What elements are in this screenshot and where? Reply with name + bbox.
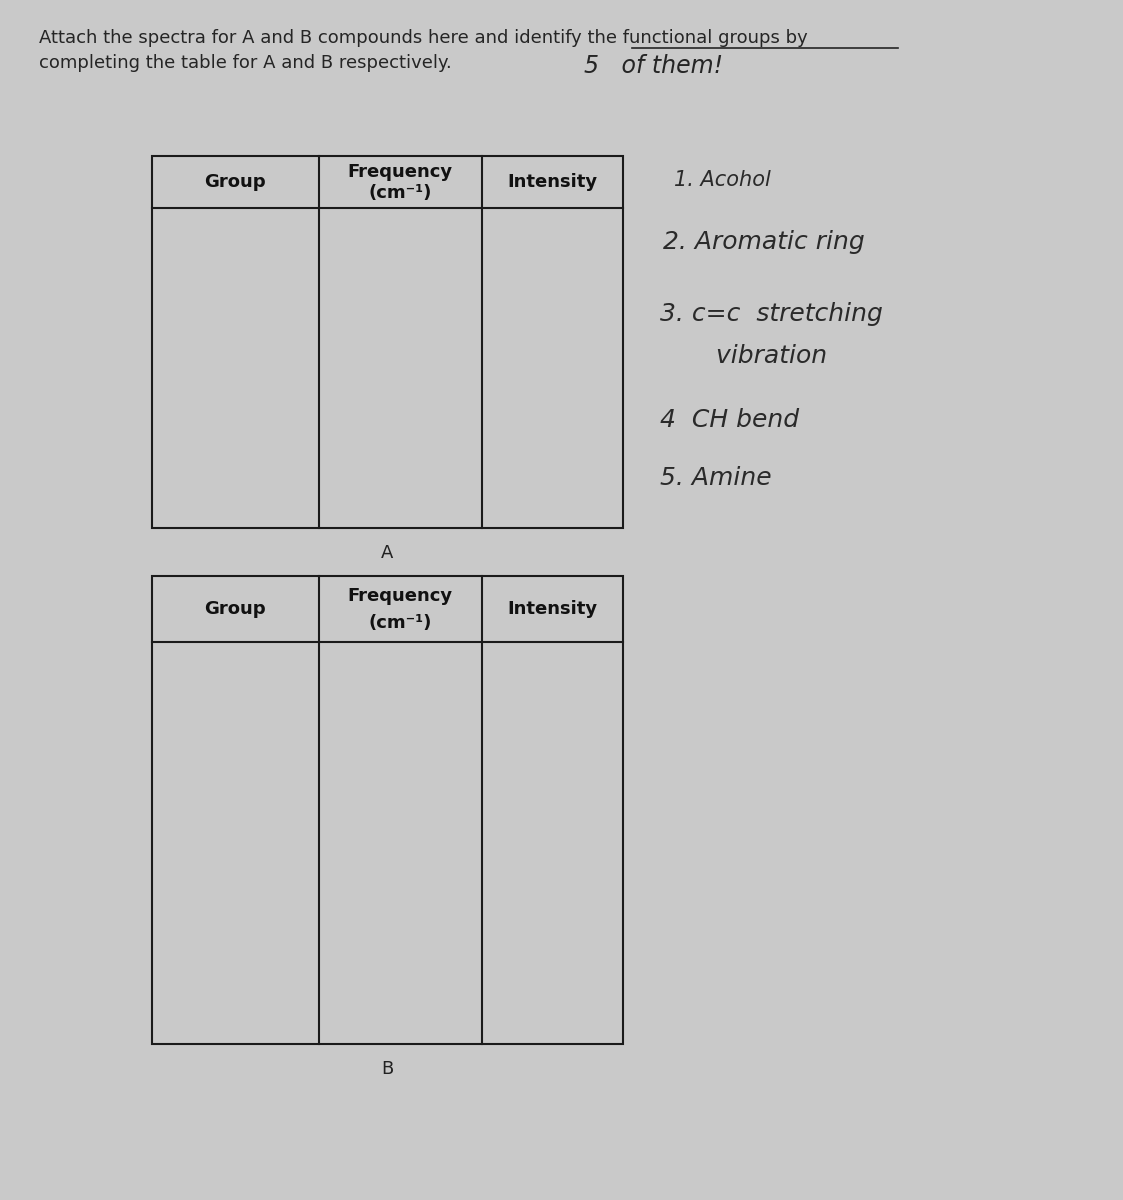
Text: Attach the spectra for A and B compounds here and identify the functional groups: Attach the spectra for A and B compounds… xyxy=(39,29,809,47)
Text: Group: Group xyxy=(204,600,266,618)
Text: vibration: vibration xyxy=(660,344,828,368)
Text: (cm⁻¹): (cm⁻¹) xyxy=(368,185,432,203)
Text: 4  CH bend: 4 CH bend xyxy=(660,408,800,432)
Text: 2. Aromatic ring: 2. Aromatic ring xyxy=(663,230,865,254)
Text: Frequency: Frequency xyxy=(348,163,453,181)
Text: Frequency: Frequency xyxy=(348,587,453,605)
Text: 1. Acohol: 1. Acohol xyxy=(674,170,770,191)
Text: B: B xyxy=(382,1060,393,1078)
Text: 5   of them!: 5 of them! xyxy=(584,54,723,78)
Text: Intensity: Intensity xyxy=(508,173,597,191)
Text: completing the table for A and B respectively.: completing the table for A and B respect… xyxy=(39,54,453,72)
Text: Intensity: Intensity xyxy=(508,600,597,618)
Text: A: A xyxy=(381,544,394,562)
Text: (cm⁻¹): (cm⁻¹) xyxy=(368,614,432,632)
Text: 5. Amine: 5. Amine xyxy=(660,466,772,490)
Text: Group: Group xyxy=(204,173,266,191)
Bar xyxy=(152,156,623,528)
Text: 3. c=c  stretching: 3. c=c stretching xyxy=(660,302,883,326)
Bar xyxy=(152,576,623,1044)
